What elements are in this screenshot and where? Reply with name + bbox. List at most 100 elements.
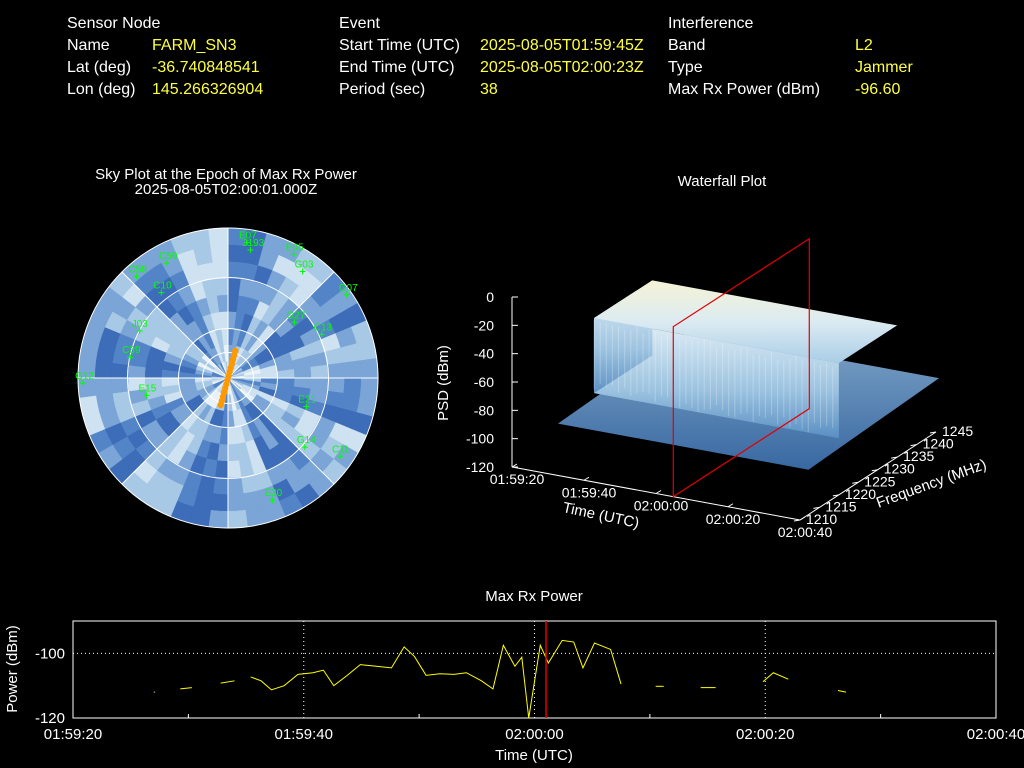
waterfall-surface: [557, 280, 940, 470]
y-tick-label: -100: [35, 645, 65, 662]
satellite-label: E15: [138, 383, 156, 394]
waterfall-top: [594, 280, 898, 364]
satellite-label: E07: [239, 231, 257, 242]
satellite-label: C13: [314, 322, 333, 333]
psd-tick-label: -120: [466, 459, 494, 475]
satellite-marker: [133, 273, 140, 280]
frequency-tick-label: 1230: [884, 461, 915, 477]
satellite-marker: [290, 251, 297, 258]
event-end-label: End Time (UTC): [339, 59, 455, 76]
event-start-value: 2025-08-05T01:59:45Z: [480, 37, 644, 54]
frequency-tick: [852, 481, 859, 484]
x-axis-label: Time (UTC): [495, 747, 573, 764]
satellite-marker: [269, 497, 276, 504]
psd-tick-label: 0: [486, 289, 494, 305]
event-period-value: 38: [480, 81, 498, 98]
satellite-label: J03: [132, 319, 149, 330]
satellite-marker: [158, 289, 165, 296]
satellite-marker: [136, 328, 143, 335]
satellite-label: E05: [286, 242, 304, 253]
power-trace-segment: [250, 639, 622, 719]
interference-band-value: L2: [855, 37, 873, 54]
event-period-label: Period (sec): [339, 81, 426, 98]
psd-tick-label: -80: [474, 402, 494, 418]
waterfall-axes: [511, 296, 937, 522]
frequency-tick-label: 1215: [825, 498, 856, 514]
max-power-series: [153, 621, 847, 719]
satellite-marker: [303, 403, 310, 410]
frequency-tick: [929, 431, 937, 434]
interference-type-value: Jammer: [855, 59, 913, 76]
event-end-value: 2025-08-05T02:00:23Z: [480, 59, 644, 76]
satellite-marker: [244, 239, 251, 246]
x-tick-label: 01:59:20: [44, 726, 102, 743]
interference-info: Interference Band L2 Type Jammer Max Rx Po…: [668, 13, 968, 103]
frequency-tick-label: 1225: [864, 473, 895, 489]
x-tick-label: 02:00:20: [736, 726, 794, 743]
time-marker-plane: [672, 237, 810, 498]
psd-tick-label: -60: [474, 374, 494, 390]
jammer-direction-point: [232, 347, 239, 355]
satellite-marker: [247, 246, 254, 253]
maxpower-title: Max Rx Power: [485, 588, 583, 605]
interference-heading: Interference: [668, 15, 754, 32]
time-tick: [583, 476, 590, 481]
satellite-label: G14: [297, 435, 316, 446]
power-trace-segment: [220, 680, 235, 684]
frequency-tick-label: 1235: [903, 448, 934, 464]
satellite-label: C10: [153, 281, 172, 292]
event-info: Event Start Time (UTC) 2025-08-05T01:59:4…: [339, 13, 659, 103]
time-tick-label: 01:59:20: [490, 471, 545, 487]
y-tick-label: -120: [35, 710, 65, 727]
time-tick: [511, 463, 518, 468]
satellite-marker: [163, 260, 170, 267]
frequency-tick: [832, 494, 839, 497]
satellite-marker: [299, 268, 306, 275]
waterfall-time-marker: [672, 237, 810, 498]
sensor-name-value: FARM_SN3: [152, 37, 237, 54]
event-start-label: Start Time (UTC): [339, 37, 460, 54]
frequency-tick: [891, 456, 898, 459]
satellite-marker: [343, 291, 350, 298]
time-tick-label: 02:00:00: [634, 498, 689, 514]
satellite-label: C58: [129, 264, 148, 275]
satellite-label: G27: [286, 310, 305, 321]
satellite-marker: [336, 453, 343, 460]
satellite-label: J193: [243, 238, 265, 249]
sensor-lat-value: -36.740848541: [152, 59, 260, 76]
sensor-info: Sensor Node Name FARM_SN3 Lat (deg) -36.74…: [67, 13, 307, 103]
interference-band-label: Band: [668, 37, 706, 54]
max-power-labels: 01:59:20 01:59:40 02:00:00 02:00:20 02:00:40…: [4, 625, 1024, 764]
time-tick: [655, 490, 662, 494]
time-tick: [799, 516, 806, 521]
satellite-marker: [291, 319, 298, 326]
x-tick-label: 02:00:40: [967, 726, 1024, 743]
frequency-tick-label: 1220: [845, 486, 876, 502]
frequency-tick-label: 1240: [923, 436, 954, 452]
frequency-tick: [910, 444, 917, 447]
sensor-heading: Sensor Node: [67, 15, 161, 32]
x-tick-label: 02:00:00: [505, 726, 563, 743]
power-trace-segment: [180, 687, 192, 690]
x-tick-label: 01:59:40: [275, 726, 333, 743]
satellite-marker: [127, 354, 134, 361]
skyplot-subtitle: 2025-08-05T02:00:01.000Z: [134, 181, 318, 198]
satellite-marker: [143, 392, 150, 399]
psd-axis-label: PSD (dBm): [435, 345, 452, 421]
frequency-tick: [813, 506, 820, 509]
time-tick-label: 02:00:40: [778, 524, 833, 540]
satellite-label: E21: [298, 395, 316, 406]
frequency-axis: [799, 431, 937, 521]
waterfall-front-wall: [594, 318, 839, 439]
satellite-label: E30: [264, 488, 282, 499]
frequency-tick: [793, 519, 801, 522]
power-trace-segment: [762, 672, 789, 683]
psd-tick-label: -40: [474, 346, 494, 362]
sensor-lon-label: Lon (deg): [67, 81, 136, 98]
satellite-label: C39: [122, 345, 141, 356]
